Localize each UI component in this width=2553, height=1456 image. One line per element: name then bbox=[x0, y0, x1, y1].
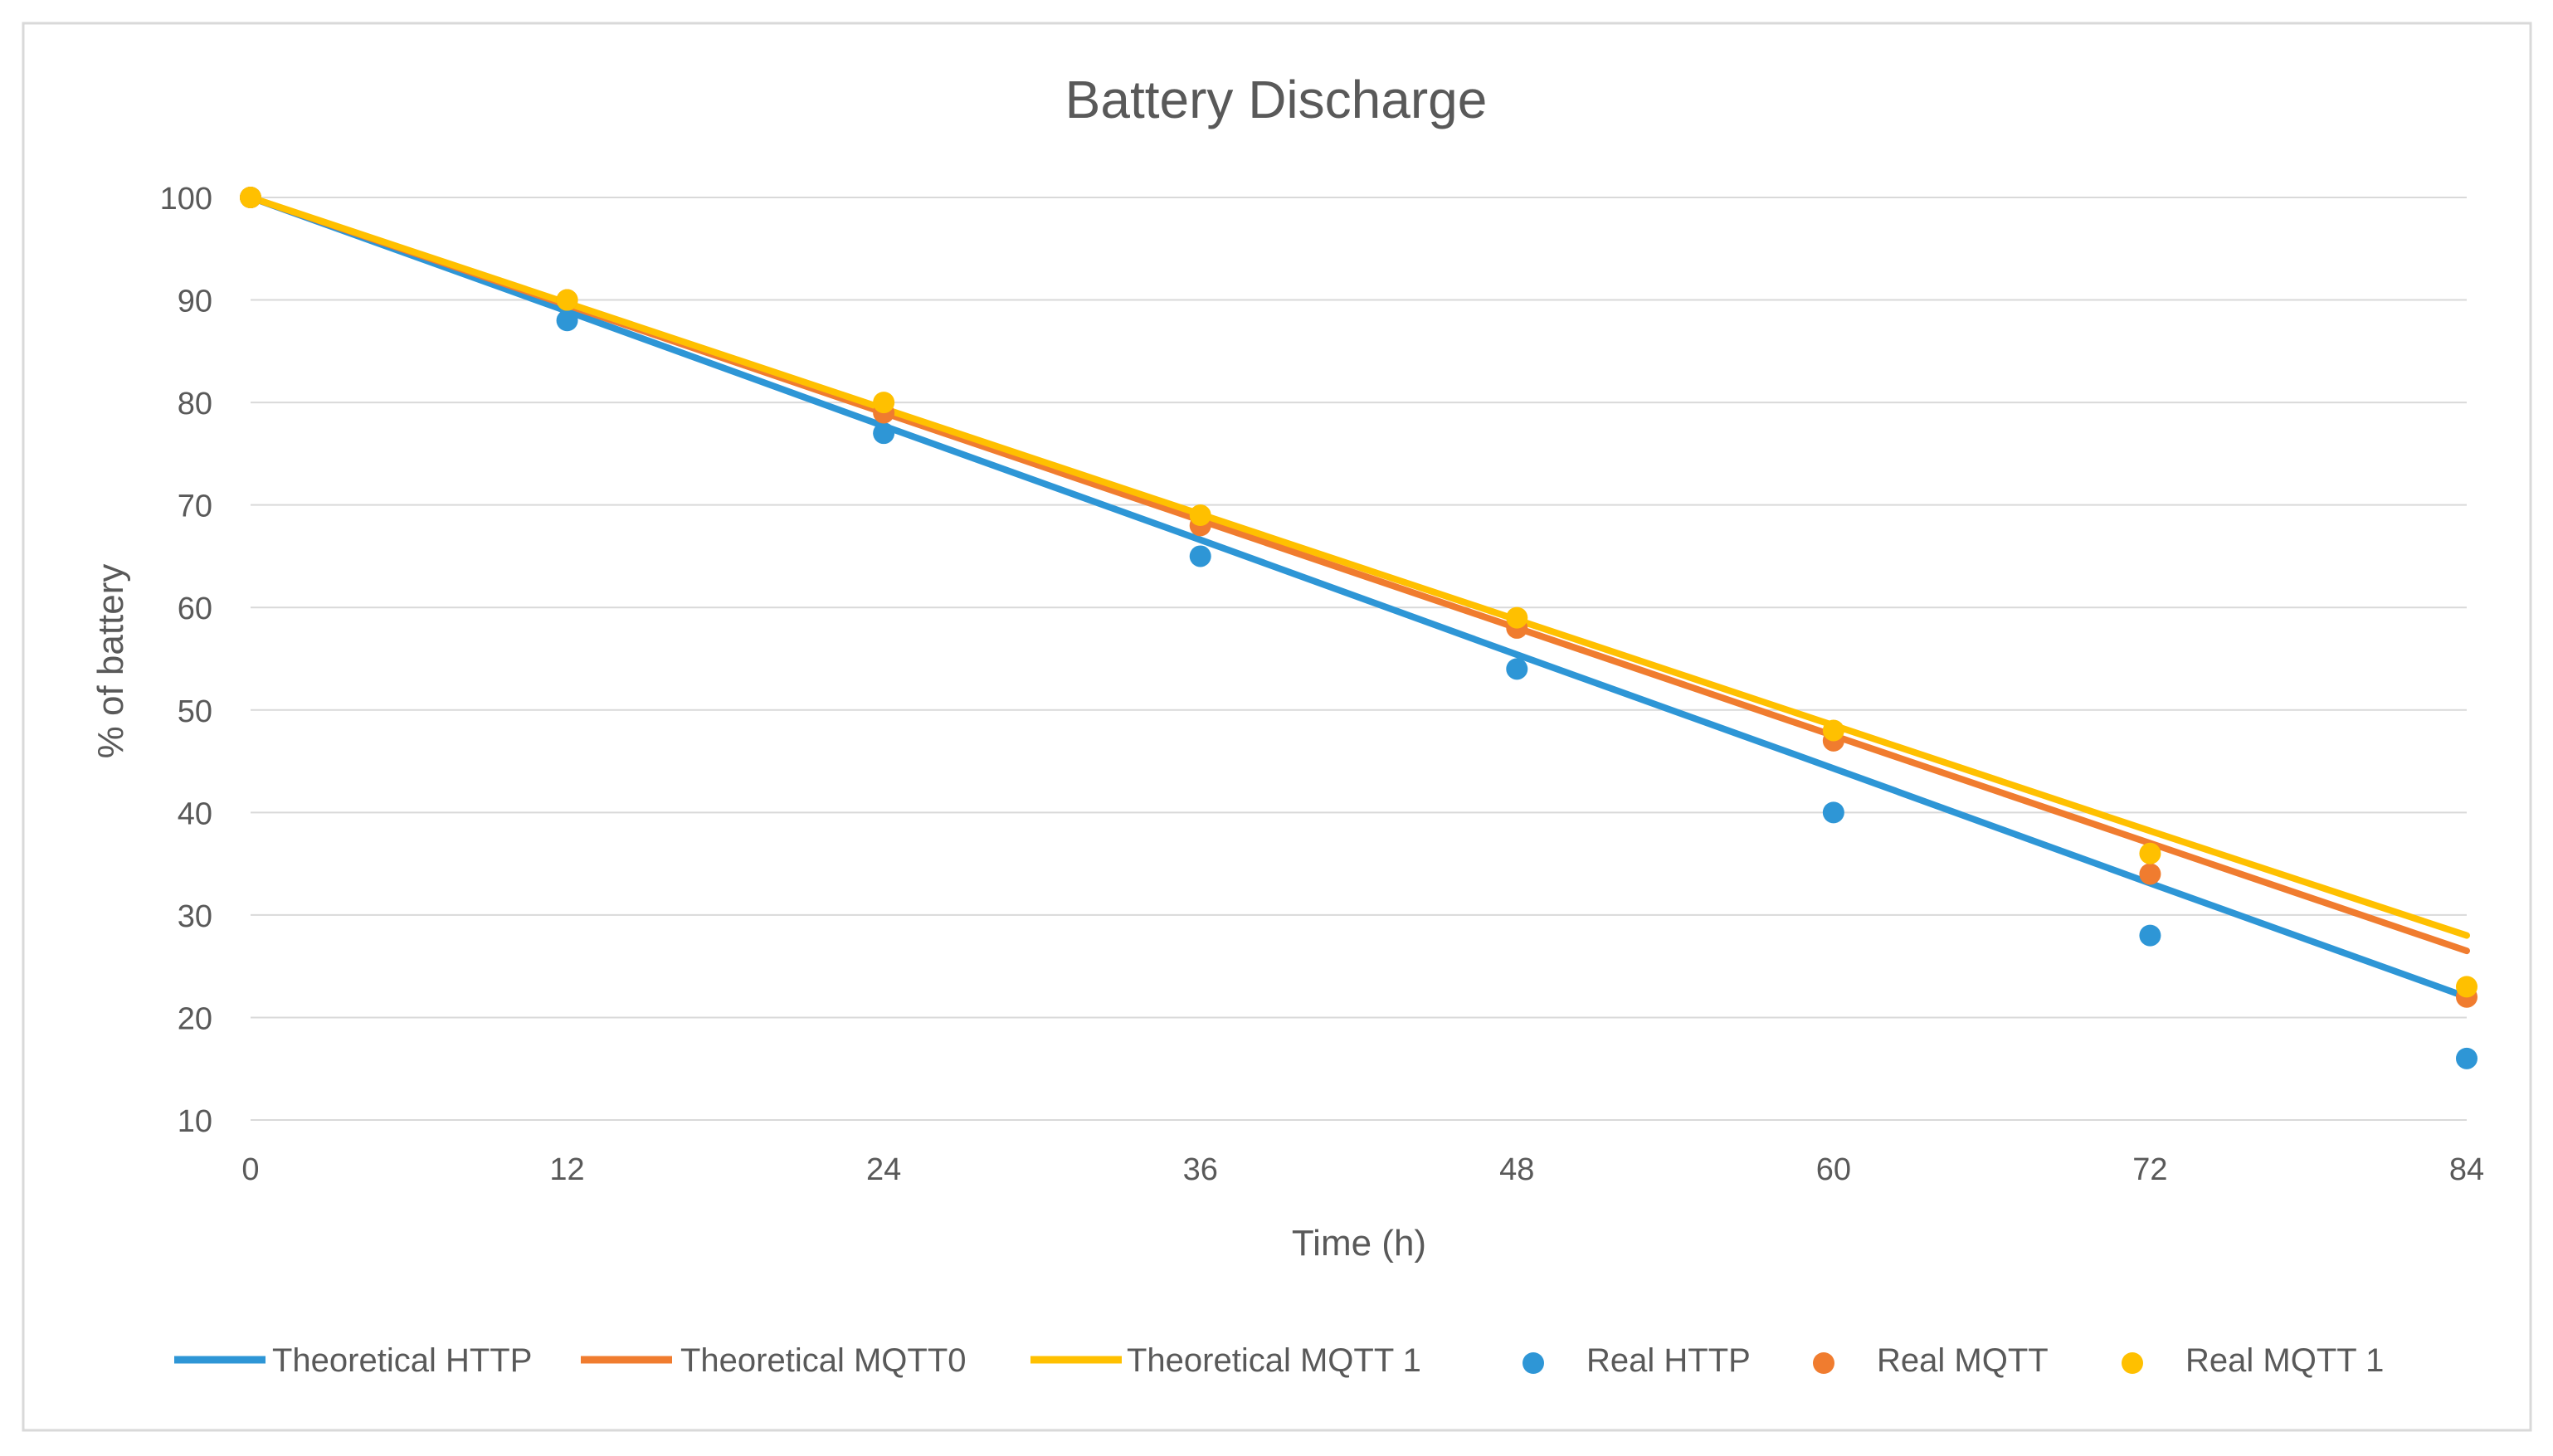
data-point bbox=[873, 392, 895, 414]
legend-item-real-mqtt: Real MQTT bbox=[1813, 1342, 2049, 1379]
x-axis-tick-labels: 0 12 24 36 48 60 72 84 bbox=[241, 1152, 2484, 1187]
y-tick-label: 60 bbox=[178, 592, 212, 626]
legend-label: Theoretical MQTT 1 bbox=[1127, 1342, 1421, 1379]
series-line-theoretical-mqtt-1 bbox=[247, 194, 2470, 939]
legend: Theoretical HTTP Theoretical MQTT0 Theoret… bbox=[174, 1342, 2384, 1379]
y-tick-label: 50 bbox=[178, 694, 212, 729]
chart-border bbox=[22, 22, 2532, 1432]
x-tick-label: 72 bbox=[2132, 1152, 2167, 1187]
legend-item-theoretical-mqtt0: Theoretical MQTT0 bbox=[581, 1342, 967, 1379]
series-points-real-http bbox=[240, 187, 2477, 1069]
x-tick-label: 36 bbox=[1183, 1152, 1218, 1187]
y-tick-label: 40 bbox=[178, 796, 212, 831]
data-point bbox=[2139, 863, 2161, 885]
data-point bbox=[556, 309, 578, 332]
y-tick-label: 80 bbox=[178, 387, 212, 421]
x-tick-label: 0 bbox=[241, 1152, 259, 1187]
x-tick-label: 60 bbox=[1816, 1152, 1851, 1187]
data-point bbox=[2139, 924, 2161, 947]
data-point bbox=[1189, 504, 1211, 527]
y-tick-label: 90 bbox=[178, 285, 212, 319]
legend-item-real-http: Real HTTP bbox=[1523, 1342, 1751, 1379]
data-point bbox=[240, 187, 261, 208]
data-point bbox=[556, 289, 578, 311]
legend-dot-swatch bbox=[1523, 1352, 1544, 1374]
series-points-real-mqtt-1 bbox=[240, 187, 2477, 998]
gridlines bbox=[251, 197, 2467, 1121]
chart-title: Battery Discharge bbox=[1065, 70, 1488, 129]
x-tick-label: 48 bbox=[1499, 1152, 1534, 1187]
legend-item-theoretical-http: Theoretical HTTP bbox=[174, 1342, 532, 1379]
legend-label: Theoretical HTTP bbox=[272, 1342, 532, 1379]
y-axis-tick-labels: 10 20 30 40 50 60 70 80 90 100 bbox=[160, 182, 212, 1139]
y-tick-label: 100 bbox=[160, 182, 212, 217]
legend-item-theoretical-mqtt-1: Theoretical MQTT 1 bbox=[1030, 1342, 1421, 1379]
data-point bbox=[2456, 976, 2477, 998]
x-axis-label: Time (h) bbox=[1292, 1223, 1426, 1264]
legend-item-real-mqtt-1: Real MQTT 1 bbox=[2122, 1342, 2384, 1379]
legend-label: Theoretical MQTT0 bbox=[680, 1342, 967, 1379]
y-tick-label: 30 bbox=[178, 899, 212, 934]
plot-series bbox=[240, 187, 2477, 1069]
x-tick-label: 24 bbox=[866, 1152, 901, 1187]
data-point bbox=[1189, 545, 1211, 567]
data-point bbox=[1822, 719, 1844, 742]
y-axis-label: % of battery bbox=[90, 564, 131, 759]
legend-dot-swatch bbox=[1813, 1352, 1834, 1374]
data-point bbox=[1506, 658, 1528, 680]
data-point bbox=[1822, 801, 1844, 824]
y-tick-label: 10 bbox=[178, 1104, 212, 1139]
data-point bbox=[2139, 842, 2161, 864]
data-point bbox=[1506, 606, 1528, 629]
y-tick-label: 20 bbox=[178, 1001, 212, 1036]
x-tick-label: 12 bbox=[549, 1152, 584, 1187]
series-line-theoretical-http bbox=[247, 194, 2470, 1001]
y-tick-label: 70 bbox=[178, 489, 212, 524]
legend-label: Real HTTP bbox=[1586, 1342, 1751, 1379]
x-tick-label: 84 bbox=[2449, 1152, 2484, 1187]
legend-dot-swatch bbox=[2122, 1352, 2143, 1374]
legend-label: Real MQTT 1 bbox=[2185, 1342, 2384, 1379]
data-point bbox=[873, 422, 895, 445]
legend-label: Real MQTT bbox=[1877, 1342, 2049, 1379]
data-point bbox=[2456, 1047, 2477, 1069]
